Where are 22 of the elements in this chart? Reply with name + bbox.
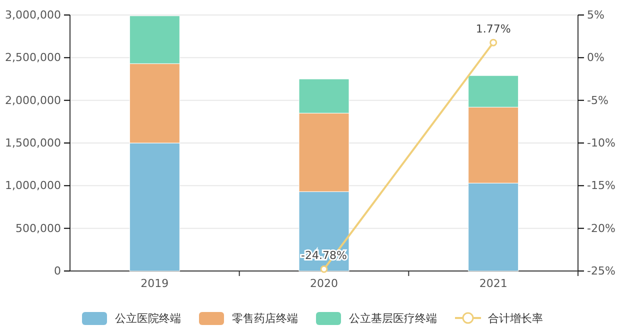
y-tick-label: 3,000,000 [5, 8, 61, 22]
legend-label: 零售药店终端 [232, 312, 298, 325]
y2-tick-label: -15% [587, 179, 616, 192]
legend-label: 合计增长率 [488, 312, 543, 325]
y-tick-label: 500,000 [16, 222, 61, 235]
y2-tick-label: 0% [587, 51, 604, 64]
x-tick-label: 2019 [140, 276, 169, 290]
y2-tick-label: -10% [587, 136, 616, 150]
y2-tick-label: -5% [587, 94, 608, 107]
y-tick-label: 2,500,000 [5, 51, 61, 64]
y-tick-label: 2,000,000 [5, 94, 61, 107]
y-tick-label: 0 [54, 264, 61, 278]
x-tick-label: 2020 [310, 276, 338, 290]
legend-label: 公立医院终端 [115, 312, 181, 325]
y2-tick-label: -25% [587, 264, 616, 278]
data-label: 1.77% [476, 22, 511, 36]
y-tick-label: 1,500,000 [5, 136, 61, 150]
y-tick-label: 1,000,000 [5, 179, 61, 192]
y2-tick-label: -20% [587, 222, 616, 235]
y2-tick-label: 5% [587, 8, 604, 22]
x-tick-label: 2021 [479, 276, 508, 290]
legend-label: 公立基层医疗终端 [349, 312, 437, 325]
